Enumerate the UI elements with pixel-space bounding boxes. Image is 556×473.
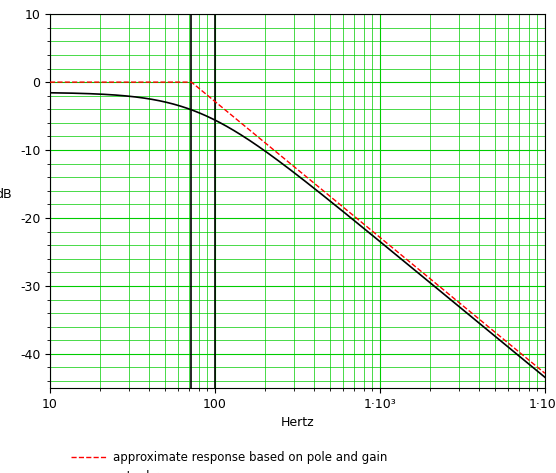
approximate response based on pole and gain [532,362,538,368]
actual response [103,92,110,97]
approximate response based on pole and gain [479,318,485,324]
approximate response based on pole and gain [132,79,139,85]
actual response [532,367,538,372]
X-axis label: Hertz: Hertz [281,416,314,429]
actual response [542,375,548,380]
Legend: approximate response based on pole and gain, actual response: approximate response based on pole and g… [66,446,392,473]
approximate response based on pole and gain [47,79,53,85]
approximate response based on pole and gain [236,119,243,125]
actual response [258,146,265,151]
actual response [47,90,53,96]
approximate response based on pole and gain [103,79,110,85]
Line: actual response: actual response [50,93,545,377]
Y-axis label: dB: dB [0,188,12,201]
Line: approximate response based on pole and gain: approximate response based on pole and g… [50,82,545,373]
approximate response based on pole and gain [542,370,548,376]
actual response [236,131,243,137]
approximate response based on pole and gain [258,137,265,142]
actual response [132,94,139,100]
actual response [479,323,485,328]
